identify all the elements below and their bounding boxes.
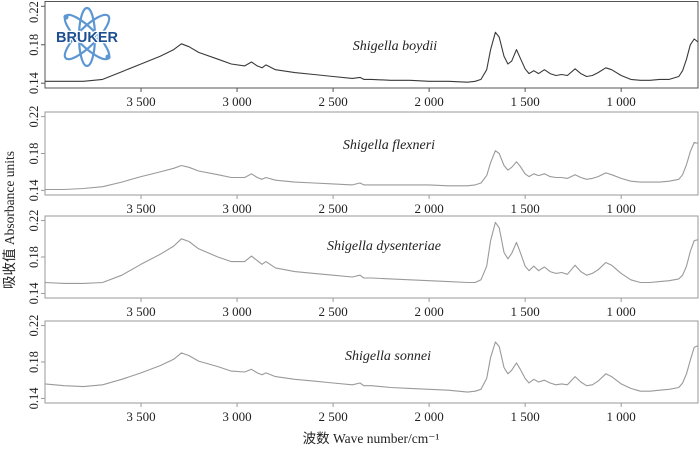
x-tick-label: 1 500 [511,94,540,109]
y-axis-label: 吸收值 Absorbance units [2,151,17,289]
y-tick-label: 0.14 [27,387,41,410]
x-tick-label: 2 000 [414,304,443,319]
x-tick-label: 3 000 [222,409,251,424]
logo-electron [63,14,69,20]
x-tick-label: 2 500 [318,94,347,109]
y-tick-label: 0.18 [27,246,41,268]
x-tick-label: 1 000 [607,201,636,216]
y-tick-label: 0.22 [27,210,41,232]
y-tick-label: 0.22 [27,315,41,337]
spectrum-line [44,341,699,393]
x-tick-label: 1 500 [511,201,540,216]
spectrum-line [44,221,699,284]
x-tick-label: 1 000 [607,304,636,319]
x-tick-label: 1 000 [607,94,636,109]
spectrum-panel-4: 3 500 3 000 2 500 2 000 1 500 1 000 0.22 0.18 0.… [27,315,699,424]
logo-orbit [77,6,97,68]
x-tick-label: 3 500 [126,304,155,319]
x-tick-label: 2 500 [318,409,347,424]
x-tick-label: 3 500 [126,409,155,424]
y-tick-label: 0.18 [27,34,41,56]
y-tick-label: 0.18 [27,351,41,373]
panel-title: Shigella boydii [353,39,437,54]
x-tick-label: 3 000 [222,94,251,109]
y-tick-label: 0.14 [27,72,41,95]
panel-title: Shigella dysenteriae [327,239,441,254]
x-tick-label: 3 500 [126,201,155,216]
y-tick-label: 0.22 [27,1,41,23]
x-tick-label: 1 500 [511,409,540,424]
y-tick-label: 0.18 [27,143,41,165]
logo-electron [105,54,111,60]
x-tick-label: 3 000 [222,304,251,319]
x-tick-label: 3 500 [126,94,155,109]
logo-orbit [63,13,111,61]
x-tick-label: 2 000 [414,201,443,216]
y-tick-label: 0.14 [27,282,41,305]
spectrum-panel-2: 3 500 3 000 2 500 2 000 1 500 1 000 0.22 0.18 0.… [27,106,699,216]
y-tick-label: 0.22 [27,106,41,128]
spectrum-panel-3: 3 500 3 000 2 500 2 000 1 500 1 000 0.22 0.18 0.… [27,210,699,319]
x-tick-label: 3 000 [222,201,251,216]
logo-wordmark: BRUKER [56,30,119,46]
spectrum-line [45,31,699,83]
x-tick-label: 1 000 [607,409,636,424]
plot-frame [44,111,699,196]
panel-title: Shigella flexneri [343,138,435,153]
bruker-logo: BRUKER [55,6,120,68]
y-tick-label: 0.14 [27,179,41,202]
x-tick-label: 2 500 [318,201,347,216]
x-axis-label: 波数 Wave number/cm⁻¹ [303,431,440,446]
spectrum-panel-1: 3 500 3 000 2 500 2 000 1 500 1 000 0.22 0.18 0.… [27,1,699,109]
panel-title: Shigella sonnei [345,349,431,364]
x-tick-label: 1 500 [511,304,540,319]
x-tick-label: 2 000 [414,409,443,424]
plot-frame [44,215,699,299]
spectrum-line [45,141,699,191]
x-tick-label: 2 000 [414,94,443,109]
x-tick-label: 2 500 [318,304,347,319]
